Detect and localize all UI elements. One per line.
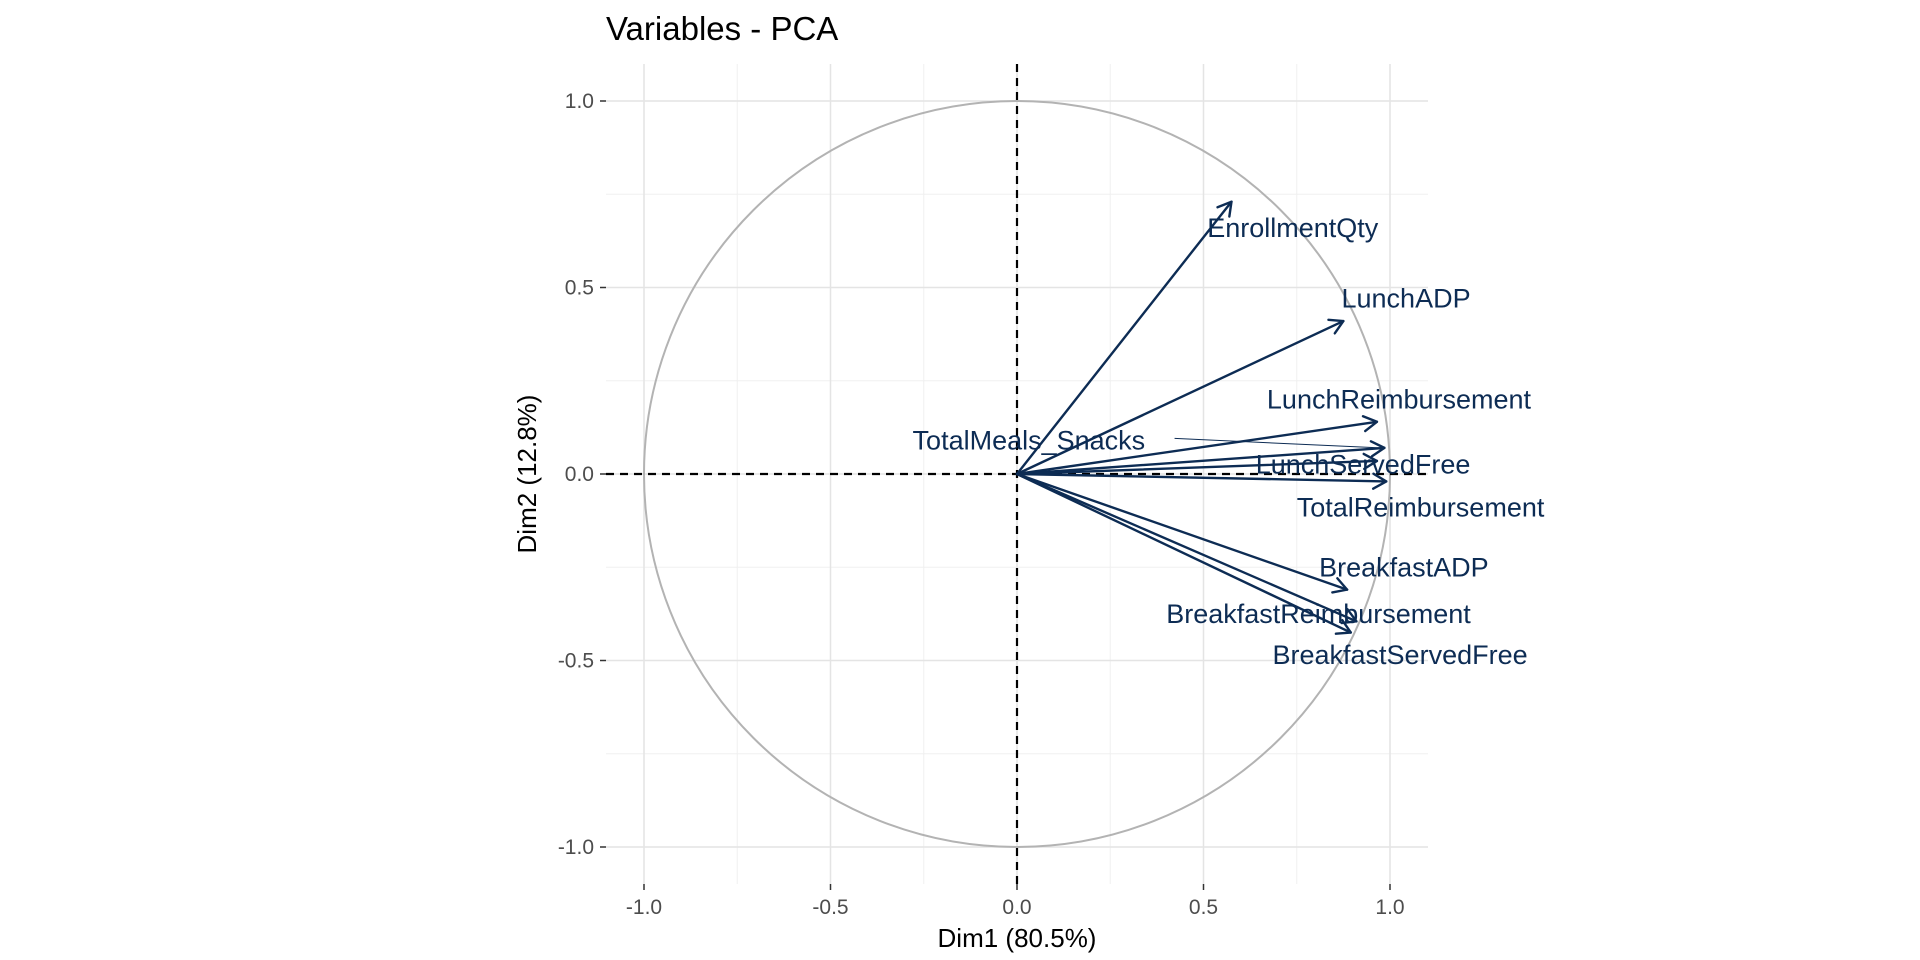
arrowhead-totalreimbursement bbox=[1371, 472, 1388, 490]
y-tick-label: -1.0 bbox=[558, 836, 594, 859]
vector-lunchreimbursement bbox=[1015, 420, 1379, 476]
x-tick-label: -1.0 bbox=[626, 896, 662, 919]
x-axis-title: Dim1 (80.5%) bbox=[938, 923, 1097, 953]
arrowhead-totalmeals-snacks bbox=[1369, 440, 1386, 458]
label-lunchreimbursement: LunchReimbursement bbox=[1267, 384, 1532, 414]
label-totalmeals-snacks: TotalMeals_Snacks bbox=[913, 425, 1146, 455]
arrowhead-breakfastservedfree bbox=[1334, 618, 1353, 635]
chart-title: Variables - PCA bbox=[606, 10, 838, 47]
leader-totalmeals-snacks bbox=[1174, 437, 1381, 449]
x-tick-label: -0.5 bbox=[812, 896, 848, 919]
label-lunchadp: LunchADP bbox=[1342, 284, 1471, 314]
label-totalreimbursement: TotalReimbursement bbox=[1297, 493, 1545, 523]
arrowhead-lunchreimbursement bbox=[1361, 415, 1379, 433]
arrowhead-lunchservedfree bbox=[1362, 452, 1379, 471]
y-tick-label: -0.5 bbox=[558, 650, 594, 673]
axes: -1.0 -0.5 0.0 0.5 1.0 -1.0 -0.5 0.0 0.5 1.0 bbox=[558, 90, 1405, 919]
vector-enrollmentqty bbox=[1015, 200, 1233, 476]
arrowhead-lunchadp bbox=[1327, 318, 1345, 335]
vector-totalmeals-snacks bbox=[1015, 446, 1386, 476]
vector-lunchadp bbox=[1015, 319, 1345, 476]
variable-vectors bbox=[1015, 200, 1388, 635]
x-tick-label: 1.0 bbox=[1375, 896, 1404, 919]
x-tick-label: 0.5 bbox=[1189, 896, 1218, 919]
label-breakfastreimbursement: BreakfastReimbursement bbox=[1166, 599, 1471, 629]
arrowhead-enrollmentqty bbox=[1216, 200, 1233, 218]
y-axis-title: Dim2 (12.8%) bbox=[512, 395, 542, 554]
label-enrollmentqty: EnrollmentQty bbox=[1207, 213, 1379, 243]
y-tick-label: 0.5 bbox=[565, 277, 594, 300]
vector-breakfastreimbursement bbox=[1015, 472, 1358, 623]
vector-lunchservedfree bbox=[1015, 459, 1379, 476]
label-lunchservedfree: LunchServedFree bbox=[1256, 450, 1471, 480]
arrowhead-breakfastadp bbox=[1331, 577, 1349, 594]
label-breakfastservedfree: BreakfastServedFree bbox=[1273, 640, 1528, 670]
y-tick-label: 1.0 bbox=[565, 90, 594, 113]
vector-breakfastservedfree bbox=[1015, 472, 1353, 634]
label-breakfastadp: BreakfastADP bbox=[1319, 552, 1489, 582]
x-tick-label: 0.0 bbox=[1002, 896, 1031, 919]
y-tick-label: 0.0 bbox=[565, 463, 594, 486]
vector-breakfastadp bbox=[1015, 472, 1349, 591]
arrowhead-breakfastreimbursement bbox=[1340, 608, 1358, 625]
variable-labels: EnrollmentQty LunchADP LunchReimbursement T… bbox=[913, 213, 1545, 670]
vector-totalreimbursement bbox=[1015, 472, 1388, 483]
